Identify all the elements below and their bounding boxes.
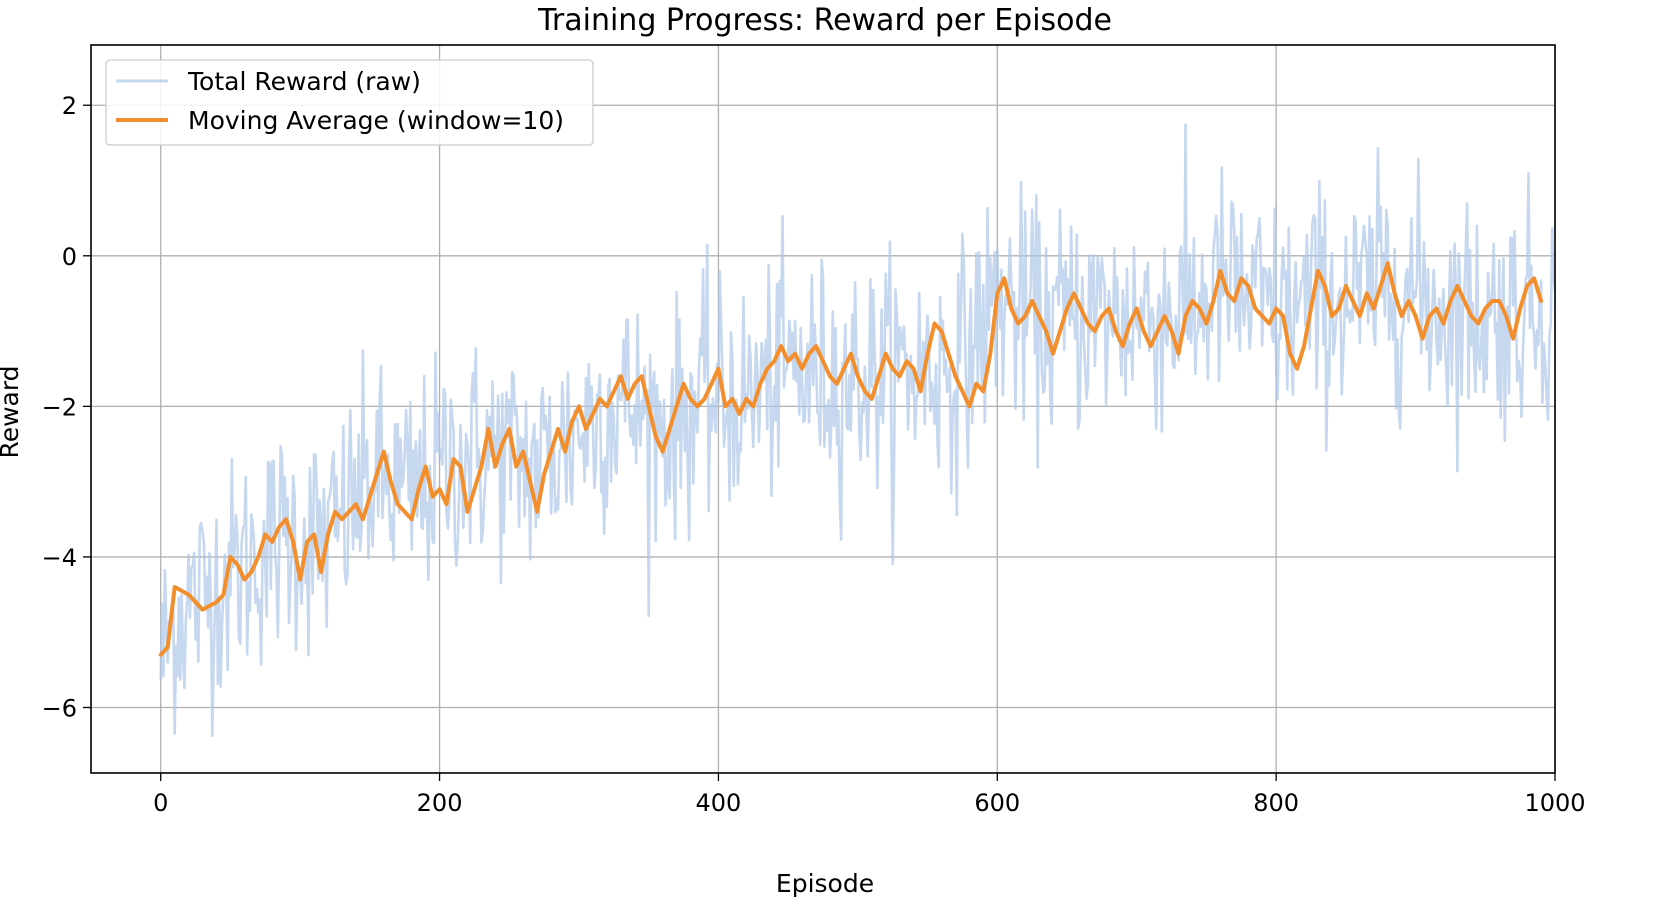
legend-label-raw: Total Reward (raw) — [187, 67, 421, 96]
x-axis-label: Episode — [776, 869, 874, 898]
x-tick-label: 200 — [417, 789, 463, 817]
plot-area-frame — [90, 44, 1556, 774]
moving-average-series — [158, 261, 1544, 657]
legend-label-moving-average: Moving Average (window=10) — [188, 106, 564, 135]
y-tick-label: 2 — [62, 92, 77, 120]
y-axis-label: Reward — [0, 365, 24, 458]
raw-reward-line — [159, 123, 1557, 738]
x-axis-ticks: 0 200 400 600 800 1000 — [153, 773, 1586, 817]
moving-average-line — [158, 261, 1544, 657]
legend-box — [105, 59, 594, 146]
chart-title: Training Progress: Reward per Episode — [537, 3, 1112, 38]
y-tick-label: −4 — [42, 544, 77, 572]
y-tick-label: 0 — [62, 243, 77, 271]
y-axis-ticks: −6 −4 −2 0 2 — [42, 92, 91, 723]
y-tick-label: −6 — [42, 695, 77, 723]
x-tick-label: 800 — [1253, 789, 1299, 817]
x-tick-label: 1000 — [1524, 789, 1585, 817]
x-tick-label: 0 — [153, 789, 168, 817]
raw-reward-series — [159, 123, 1557, 738]
x-tick-label: 400 — [696, 789, 742, 817]
legend: Total Reward (raw) Moving Average (windo… — [105, 59, 594, 146]
x-tick-label: 600 — [974, 789, 1020, 817]
y-tick-label: −2 — [42, 393, 77, 421]
